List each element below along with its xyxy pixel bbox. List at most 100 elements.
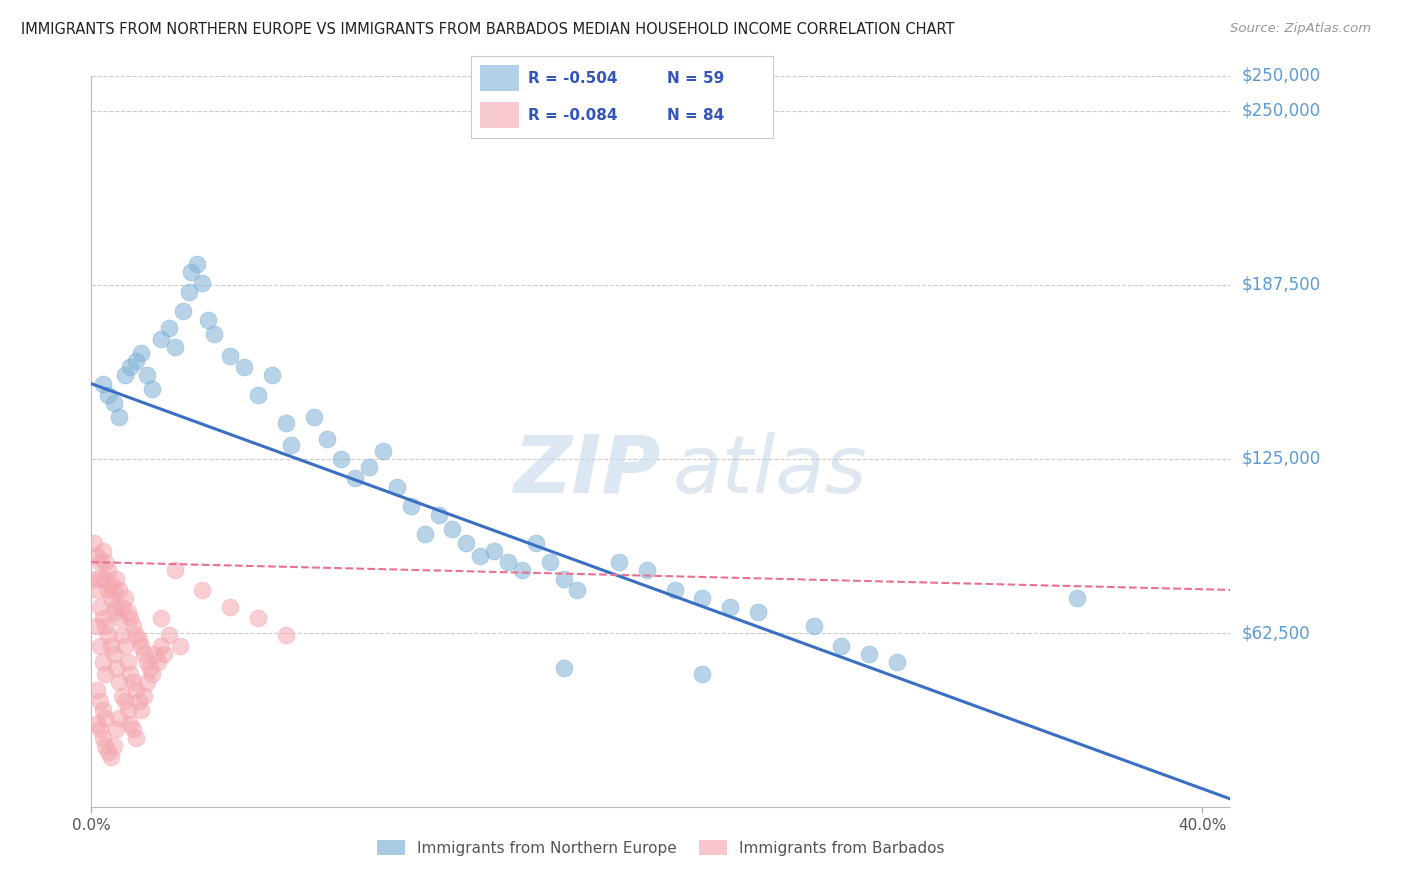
Point [86,549,108,564]
Point [103,396,125,410]
Point [280,438,302,452]
Point [197,312,219,326]
Text: $250,000: $250,000 [1241,67,1320,85]
Point [100,750,122,764]
Point [143,647,166,661]
Point [117,656,139,670]
Point [316,433,339,447]
Point [97,627,120,641]
Point [108,582,131,597]
Point [134,647,156,661]
Point [100,639,122,653]
Point [131,703,153,717]
Point [141,382,163,396]
Point [86,716,108,731]
Point [510,563,533,577]
Point [103,582,125,597]
Text: R = -0.084: R = -0.084 [529,108,619,123]
Point [371,443,394,458]
Point [122,619,145,633]
Point [128,694,150,708]
Point [149,611,172,625]
Point [886,656,908,670]
Text: Source: ZipAtlas.com: Source: ZipAtlas.com [1230,22,1371,36]
Point [114,639,136,653]
Point [136,368,159,383]
Point [86,582,108,597]
Point [274,416,297,430]
Point [89,723,111,737]
Point [94,711,117,725]
Point [664,582,686,597]
Point [247,388,270,402]
Point [553,572,575,586]
Point [172,304,194,318]
Point [169,639,191,653]
Point [131,639,153,653]
Point [385,480,408,494]
Text: R = -0.504: R = -0.504 [529,70,619,86]
Point [456,535,478,549]
Point [83,535,105,549]
Point [157,627,180,641]
Point [553,661,575,675]
Point [105,661,128,675]
Point [202,326,225,341]
Text: IMMIGRANTS FROM NORTHERN EUROPE VS IMMIGRANTS FROM BARBADOS MEDIAN HOUSEHOLD INC: IMMIGRANTS FROM NORTHERN EUROPE VS IMMIG… [21,22,955,37]
Point [89,555,111,569]
Point [105,599,128,614]
Point [247,611,270,625]
Point [114,694,136,708]
Point [496,555,519,569]
Point [441,522,464,536]
Point [399,500,422,514]
Point [100,577,122,591]
Point [427,508,450,522]
Point [91,703,114,717]
Point [219,349,242,363]
Point [274,627,297,641]
Point [114,368,136,383]
Point [120,666,142,681]
Point [219,599,242,614]
Point [94,555,117,569]
Point [146,656,169,670]
Point [122,723,145,737]
Point [233,359,256,374]
Point [91,376,114,391]
Point [103,647,125,661]
Point [747,605,769,619]
Text: $125,000: $125,000 [1241,450,1320,468]
Point [120,611,142,625]
Point [91,611,114,625]
Point [120,716,142,731]
Point [114,591,136,606]
Point [138,661,160,675]
Point [260,368,283,383]
Point [94,739,117,753]
Point [117,703,139,717]
Point [157,321,180,335]
Point [103,605,125,619]
Point [131,346,153,360]
Point [1066,591,1088,606]
Point [149,639,172,653]
Point [858,647,880,661]
Point [125,683,148,698]
Point [89,599,111,614]
Point [89,694,111,708]
Point [136,656,159,670]
Point [86,683,108,698]
Point [91,656,114,670]
Point [111,627,134,641]
Point [100,591,122,606]
Text: ZIP: ZIP [513,432,661,510]
Point [103,739,125,753]
Point [186,257,208,271]
Point [91,544,114,558]
Point [344,471,367,485]
Point [111,599,134,614]
Point [83,572,105,586]
Point [86,619,108,633]
Point [125,354,148,368]
